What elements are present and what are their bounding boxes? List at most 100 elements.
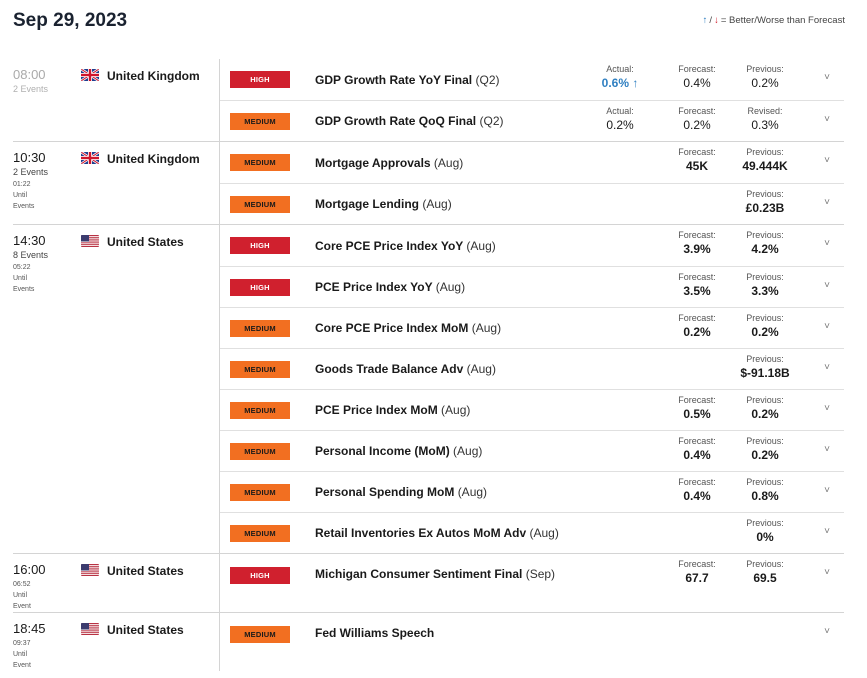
event-period: (Sep) xyxy=(525,567,556,581)
event-title: Personal Spending MoM xyxy=(315,485,455,499)
better-arrow-icon: ↑ xyxy=(702,15,708,26)
event-name[interactable]: GDP Growth Rate QoQ Final (Q2) xyxy=(315,114,503,128)
event-period: (Aug) xyxy=(471,321,502,335)
countdown: 06:52 Until Event xyxy=(13,579,81,612)
event-name[interactable]: PCE Price Index MoM (Aug) xyxy=(315,403,470,417)
event-row[interactable]: MEDIUM Mortgage Lending (Aug) Previous: £0.… xyxy=(220,183,844,224)
event-period: (Aug) xyxy=(457,485,488,499)
event-name[interactable]: Personal Income (MoM) (Aug) xyxy=(315,444,482,458)
previous-label: Revised: xyxy=(747,106,783,116)
chevron-down-icon[interactable]: ˅ xyxy=(824,197,830,208)
forecast-label: Forecast: xyxy=(678,147,716,157)
forecast-label: Forecast: xyxy=(678,272,716,282)
impact-badge: HIGH xyxy=(230,237,290,254)
chevron-down-icon[interactable]: ˅ xyxy=(824,280,830,291)
event-title: GDP Growth Rate QoQ Final xyxy=(315,114,477,128)
chevron-down-icon[interactable]: ˅ xyxy=(824,362,830,373)
forecast-value: Forecast: 45K xyxy=(662,147,732,173)
event-period: (Aug) xyxy=(453,444,483,458)
flag-uk-icon xyxy=(81,152,99,164)
event-name[interactable]: Fed Williams Speech xyxy=(315,626,434,640)
countdown-line: 06:52 xyxy=(13,581,31,588)
previous-value: Previous: 3.3% xyxy=(730,272,800,298)
event-name[interactable]: Personal Spending MoM (Aug) xyxy=(315,485,487,499)
event-name[interactable]: Mortgage Approvals (Aug) xyxy=(315,156,463,170)
event-row[interactable]: MEDIUM GDP Growth Rate QoQ Final (Q2) Actu… xyxy=(220,100,844,141)
event-name[interactable]: Mortgage Lending (Aug) xyxy=(315,197,452,211)
worse-arrow-icon: ↓ xyxy=(714,15,719,26)
chevron-down-icon[interactable]: ˅ xyxy=(824,155,830,166)
group-info: 18:45 09:37 Until Event United States xyxy=(13,613,219,671)
forecast-number: 0.4% xyxy=(683,489,711,503)
group-info: 10:30 2 Events 01:22 Until Events United King… xyxy=(13,142,219,224)
actual-label: Actual: xyxy=(606,64,634,74)
impact-badge: HIGH xyxy=(230,71,290,88)
previous-number: 69.5 xyxy=(753,571,777,585)
page-title: Sep 29, 2023 xyxy=(13,10,128,31)
event-row[interactable]: MEDIUM PCE Price Index MoM (Aug) Forecast:… xyxy=(220,389,844,430)
events-list: HIGH Core PCE Price Index YoY (Aug) Foreca… xyxy=(219,225,844,553)
event-period: (Q2) xyxy=(475,72,500,87)
event-name[interactable]: Goods Trade Balance Adv (Aug) xyxy=(315,362,496,376)
event-row[interactable]: MEDIUM Retail Inventories Ex Autos MoM Ad… xyxy=(220,512,844,553)
chevron-down-icon[interactable]: ˅ xyxy=(824,238,830,249)
event-row[interactable]: MEDIUM Personal Spending MoM (Aug) Forecas… xyxy=(220,471,844,512)
previous-label: Previous: xyxy=(746,189,784,199)
impact-badge: HIGH xyxy=(230,567,290,584)
event-name[interactable]: Core PCE Price Index MoM (Aug) xyxy=(315,321,501,335)
countdown-line: 09:37 xyxy=(13,640,31,647)
event-row[interactable]: HIGH Michigan Consumer Sentiment Final (S… xyxy=(220,554,844,612)
flag-uk-icon xyxy=(81,69,99,81)
event-row[interactable]: MEDIUM Core PCE Price Index MoM (Aug) Fore… xyxy=(220,307,844,348)
forecast-number: 0.5% xyxy=(683,407,711,421)
event-period: (Q2) xyxy=(479,114,504,128)
forecast-value: Forecast: 0.4% xyxy=(662,64,732,90)
event-name[interactable]: Retail Inventories Ex Autos MoM Adv (Aug… xyxy=(315,526,559,540)
countdown-line: Until xyxy=(13,192,28,199)
previous-value: Revised: 0.3% xyxy=(730,106,800,132)
previous-value: Previous: £0.23B xyxy=(730,189,800,215)
forecast-value: Forecast: 0.4% xyxy=(662,477,732,503)
event-row[interactable]: MEDIUM Mortgage Approvals (Aug) Forecast: 4… xyxy=(220,142,844,183)
country: United Kingdom xyxy=(81,59,200,141)
forecast-label: Forecast: xyxy=(678,559,716,569)
previous-label: Previous: xyxy=(746,313,784,323)
event-row[interactable]: HIGH PCE Price Index YoY (Aug) Forecast: 3.… xyxy=(220,266,844,307)
chevron-down-icon[interactable]: ˅ xyxy=(824,72,830,83)
impact-badge: MEDIUM xyxy=(230,442,290,460)
forecast-value: Forecast: 0.2% xyxy=(662,313,732,339)
forecast-label: Forecast: xyxy=(678,477,716,487)
event-name[interactable]: PCE Price Index YoY (Aug) xyxy=(315,280,465,294)
forecast-label: Forecast: xyxy=(678,64,716,74)
event-name[interactable]: Michigan Consumer Sentiment Final (Sep) xyxy=(315,567,555,581)
previous-value: Previous: 0% xyxy=(730,518,800,544)
chevron-down-icon[interactable]: ˅ xyxy=(824,567,830,578)
time-group: 08:00 2 Events United Kingdom HIGH GDP Growt… xyxy=(13,59,844,142)
previous-value: Previous: 0.2% xyxy=(730,436,800,462)
event-row[interactable]: HIGH Core PCE Price Index YoY (Aug) Foreca… xyxy=(220,225,844,266)
event-name[interactable]: GDP Growth Rate YoY Final (Q2) xyxy=(315,73,500,87)
chevron-down-icon[interactable]: ˅ xyxy=(824,626,830,637)
event-row[interactable]: HIGH GDP Growth Rate YoY Final (Q2) Actual… xyxy=(220,59,844,100)
impact-badge: MEDIUM xyxy=(230,360,290,378)
chevron-down-icon[interactable]: ˅ xyxy=(824,403,830,414)
event-row[interactable]: MEDIUM Fed Williams Speech ˅ xyxy=(220,613,844,671)
chevron-down-icon[interactable]: ˅ xyxy=(824,321,830,332)
legend-text: = Better/Worse than Forecast xyxy=(720,15,845,26)
time-column: 08:00 2 Events xyxy=(13,59,81,141)
event-row[interactable]: MEDIUM Personal Income (MoM) (Aug) Forecas… xyxy=(220,430,844,471)
country: United States xyxy=(81,613,184,671)
country-name: United States xyxy=(107,623,184,637)
better-arrow-icon: ↑ xyxy=(629,76,639,90)
chevron-down-icon[interactable]: ˅ xyxy=(824,114,830,125)
event-name[interactable]: Core PCE Price Index YoY (Aug) xyxy=(315,239,496,253)
event-row[interactable]: MEDIUM Goods Trade Balance Adv (Aug) Previ… xyxy=(220,348,844,389)
chevron-down-icon[interactable]: ˅ xyxy=(824,485,830,496)
previous-number: 0.2% xyxy=(751,407,779,421)
chevron-down-icon[interactable]: ˅ xyxy=(824,444,830,455)
event-period: (Aug) xyxy=(435,280,466,294)
previous-number: £0.23B xyxy=(745,201,785,215)
country-name: United States xyxy=(107,564,184,578)
actual-number: 0.6% ↑ xyxy=(585,76,655,90)
chevron-down-icon[interactable]: ˅ xyxy=(824,526,830,537)
